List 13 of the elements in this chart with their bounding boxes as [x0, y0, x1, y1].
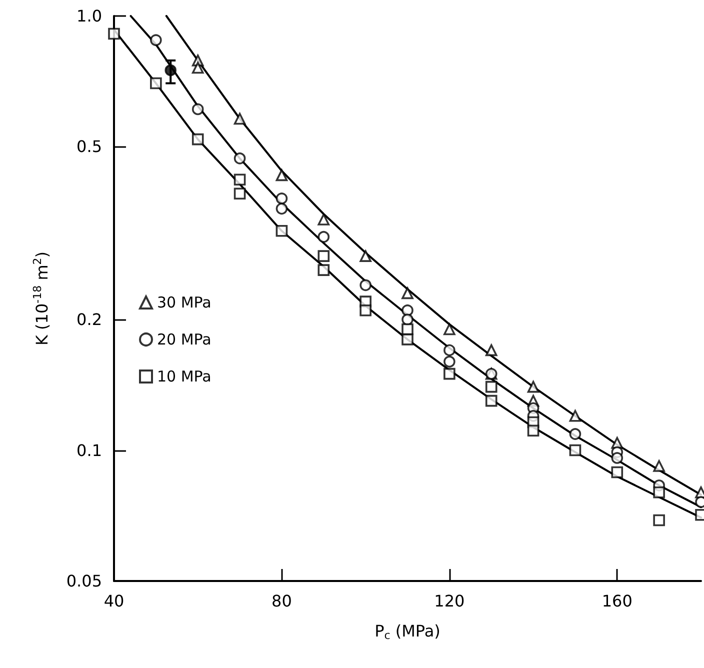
y-tick-label: 0.5 — [76, 137, 102, 156]
y-axis-title: K (10-18 m2) — [31, 251, 52, 346]
x-tick-label: 80 — [272, 592, 292, 610]
x-tick-label: 160 — [602, 592, 632, 610]
y-tick-label: 0.2 — [76, 310, 102, 330]
x-tick-label: 40 — [104, 592, 124, 610]
y-tick-label: 1.0 — [76, 6, 102, 26]
x-tick-label: 120 — [434, 592, 465, 610]
legend-label: 30 MPa — [157, 294, 212, 312]
legend-label: 20 MPa — [157, 330, 212, 348]
y-tick-label: 0.1 — [76, 440, 102, 460]
legend-label: 10 MPa — [157, 368, 212, 386]
y-tick-label: 0.05 — [66, 572, 102, 590]
